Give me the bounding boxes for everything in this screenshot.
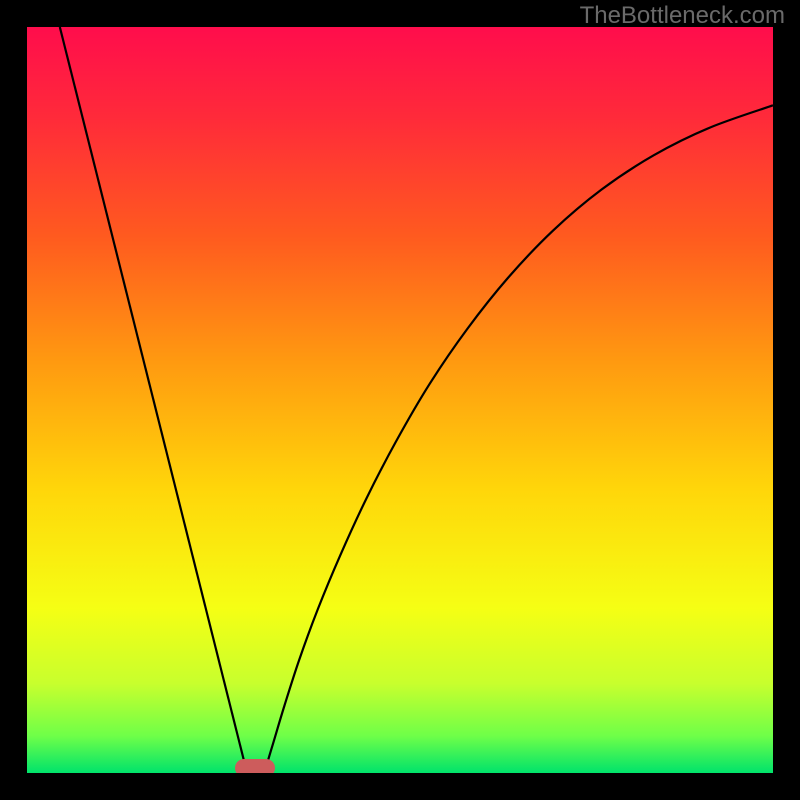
vertex-marker: [235, 759, 275, 773]
curve-layer: [27, 27, 773, 773]
left-branch: [60, 27, 247, 773]
right-branch: [264, 105, 773, 773]
watermark-text: TheBottleneck.com: [580, 2, 785, 30]
plot-area: [27, 27, 773, 773]
chart-canvas: TheBottleneck.com: [0, 0, 800, 800]
